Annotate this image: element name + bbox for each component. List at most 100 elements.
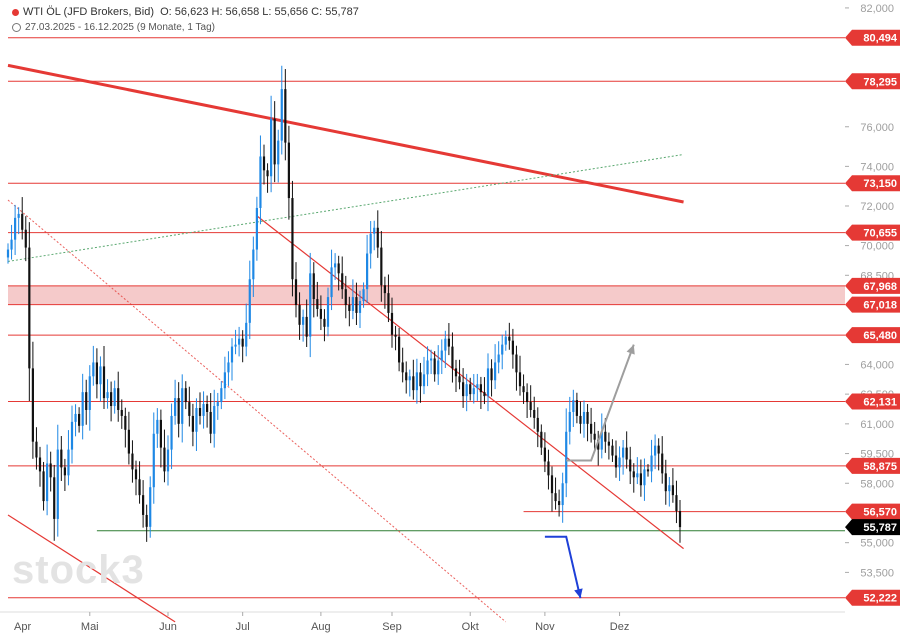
candle-body <box>664 473 667 492</box>
candle-body <box>611 445 614 456</box>
candle-body <box>149 487 152 527</box>
candle-body <box>568 411 571 432</box>
candle-body <box>554 493 557 502</box>
candle-body <box>550 475 554 494</box>
candle-body <box>618 457 621 468</box>
candle-body <box>170 415 173 450</box>
price-badge <box>845 224 900 241</box>
candle-body <box>110 392 113 407</box>
trendlines <box>7 63 684 623</box>
candle-body <box>497 354 500 363</box>
candle-body <box>465 384 468 397</box>
candle-body <box>124 415 127 430</box>
candle-body <box>572 400 575 412</box>
resistance-zone <box>8 285 845 306</box>
candle-body <box>376 227 379 248</box>
candle-body <box>369 233 372 254</box>
candle-body <box>522 386 525 393</box>
candle-body <box>326 297 330 327</box>
candle-body <box>46 463 49 502</box>
candle-body <box>85 392 88 410</box>
candle-body <box>188 402 191 416</box>
candle-body <box>675 495 678 511</box>
candle-body <box>334 263 337 268</box>
candle-body <box>394 334 397 337</box>
candle-body <box>454 368 458 377</box>
candle-body <box>163 447 166 472</box>
candle-body <box>174 398 177 416</box>
candle-body <box>49 463 52 478</box>
price-badge <box>845 277 900 294</box>
x-axis: Apr Mai Jun Jul Aug Sep Okt Nov Dez <box>14 612 629 633</box>
trendline <box>7 199 507 623</box>
price-badge-label: 67,018 <box>863 300 897 312</box>
arrow-head-icon <box>574 588 583 599</box>
candle-body <box>120 409 123 416</box>
candle-body <box>558 501 561 506</box>
candle-body <box>78 413 81 426</box>
candle-body <box>252 249 255 280</box>
candle-body <box>501 344 504 355</box>
candle-body <box>622 447 625 458</box>
candle-body <box>223 372 226 389</box>
price-badge-label: 56,570 <box>863 507 897 519</box>
candle-body <box>422 374 426 387</box>
candle-body <box>604 431 607 442</box>
candle-body <box>67 449 70 476</box>
candle-body <box>216 402 219 407</box>
candle-body <box>678 510 682 528</box>
candle-body <box>355 297 358 313</box>
candle-body <box>362 289 365 302</box>
candle-body <box>486 368 490 397</box>
candle-body <box>28 247 31 369</box>
candle-body <box>504 336 507 345</box>
candle-body <box>586 411 589 424</box>
candle-body <box>650 455 653 472</box>
candle-body <box>661 453 664 474</box>
chart-header: WTI ÖL (JFD Brokers, Bid) O: 56,623 H: 5… <box>12 6 359 18</box>
candle-body <box>280 89 283 141</box>
candle-body <box>142 495 145 515</box>
candle-body <box>291 198 294 280</box>
candle-body <box>81 392 84 426</box>
candle-body <box>668 485 671 492</box>
candle-body <box>476 384 479 389</box>
candle-body <box>117 388 120 410</box>
candle-body <box>380 247 383 286</box>
price-badge <box>845 29 900 46</box>
y-tick-label: 59,500 <box>860 449 894 461</box>
candle-body <box>305 316 308 337</box>
candle-body <box>202 404 205 416</box>
candle-body <box>358 301 362 313</box>
candle-body <box>430 358 433 361</box>
chart-range: 27.03.2025 - 16.12.2025 (9 Monate, 1 Tag… <box>12 22 215 33</box>
x-tick-label: Okt <box>462 621 479 633</box>
candle-body <box>234 344 237 347</box>
price-badge-label: 80,494 <box>863 33 898 45</box>
candle-body <box>259 156 262 208</box>
candle-body <box>437 360 440 375</box>
candle-body <box>312 273 315 300</box>
candle-body <box>600 431 603 450</box>
candle-body <box>191 415 194 432</box>
candle-body <box>166 449 170 472</box>
candle-body <box>24 229 27 248</box>
candle-body <box>419 372 422 387</box>
price-badge <box>845 393 900 410</box>
candle-body <box>579 415 582 424</box>
candle-body <box>95 362 98 385</box>
candle-body <box>426 360 429 375</box>
candle-body <box>298 305 301 325</box>
candle-body <box>31 368 34 442</box>
candle-body <box>632 471 635 478</box>
candle-body <box>511 340 514 355</box>
candle-body <box>99 366 102 385</box>
candle-body <box>156 419 159 434</box>
candle-body <box>309 273 312 337</box>
candle-body <box>134 469 138 480</box>
candle-body <box>536 417 539 432</box>
candle-body <box>330 267 333 298</box>
price-badge-label: 73,150 <box>863 178 897 190</box>
y-tick-label: 53,500 <box>860 567 894 579</box>
